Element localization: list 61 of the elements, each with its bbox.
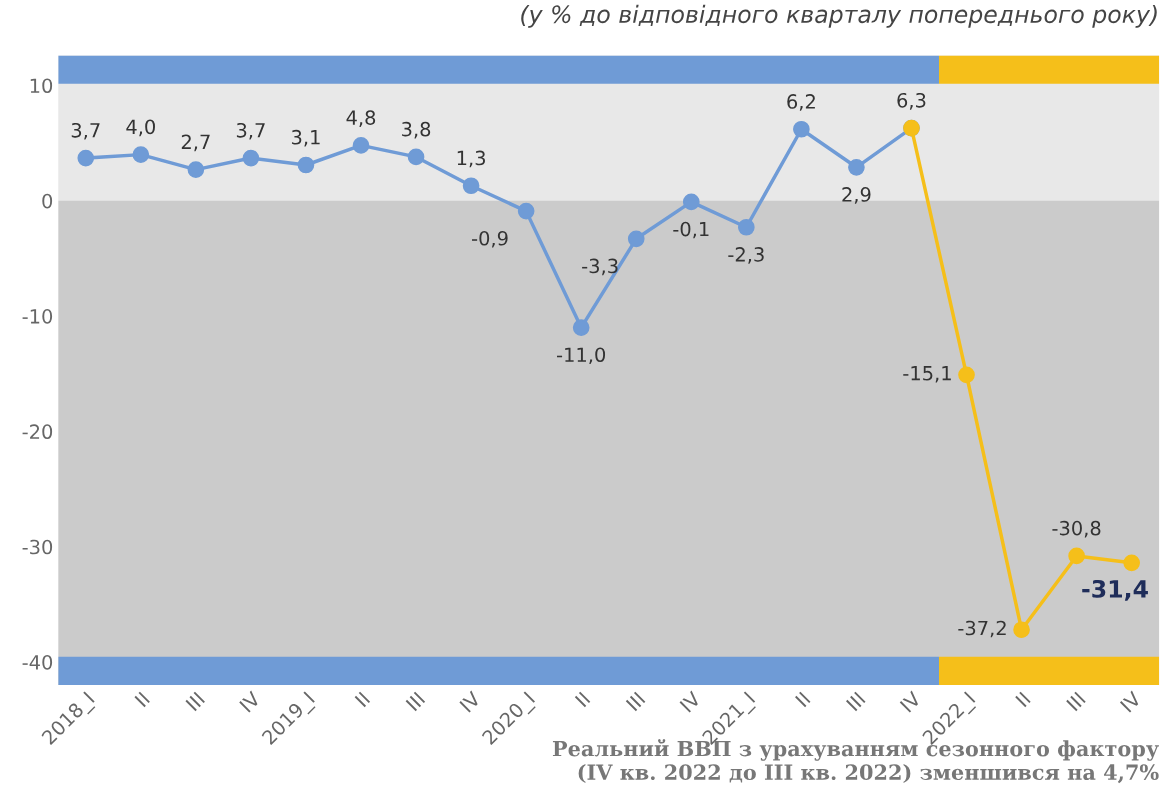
data-label: -0,1 [673, 221, 709, 239]
point [737, 218, 755, 236]
data-label: -30,8 [1052, 520, 1101, 538]
point [848, 158, 865, 176]
x-tick-label: III [405, 691, 426, 712]
data-label: 2,7 [181, 134, 210, 152]
y-tick-label: -20 [22, 424, 53, 440]
x-tick-label: IV [239, 690, 262, 713]
point [407, 148, 425, 166]
point [242, 149, 260, 167]
data-label: 6,2 [787, 94, 815, 111]
x-tick-label: III [1066, 691, 1086, 712]
data-label: 3,7 [236, 122, 265, 140]
data-label: 4,8 [346, 110, 376, 127]
x-tick-label: III [185, 691, 205, 712]
y-tick-label: -30 [22, 539, 53, 555]
point [958, 366, 975, 384]
y-tick-label: -40 [22, 654, 53, 670]
point [682, 193, 700, 211]
data-label: -0,9 [472, 230, 508, 248]
x-tick-label: IV [679, 690, 702, 713]
point [517, 202, 535, 220]
data-label: -3,3 [582, 258, 618, 276]
data-label: 1,3 [457, 150, 485, 168]
data-label: 3,1 [291, 129, 320, 147]
data-label: 3,7 [71, 122, 100, 140]
y-tick-label: 10 [30, 78, 53, 94]
x-tick-label: II [354, 691, 371, 708]
data-label: -11,0 [556, 347, 606, 365]
data-label: -37,2 [958, 620, 1006, 638]
data-label: -31,4 [1082, 579, 1148, 601]
point [462, 177, 480, 195]
point [132, 146, 150, 163]
point [627, 230, 645, 248]
point [572, 319, 590, 336]
data-label: 4,0 [126, 119, 155, 137]
point [352, 137, 370, 154]
data-label: -2,3 [728, 247, 764, 264]
point [1123, 554, 1140, 572]
point [77, 149, 95, 167]
data-label: -15,1 [903, 366, 951, 383]
y-tick-label: -10 [22, 309, 53, 324]
data-label: 3,8 [402, 121, 431, 139]
x-tick-label: IV [1119, 690, 1142, 713]
x-tick-label: IV [459, 690, 482, 713]
x-tick-label: III [625, 691, 646, 712]
point [297, 156, 315, 174]
point [1013, 621, 1030, 639]
x-tick-label: II [574, 691, 591, 708]
y-tick-label: 0 [42, 193, 53, 209]
point [187, 161, 205, 178]
x-tick-label: II [1015, 691, 1031, 708]
point [1068, 547, 1085, 565]
x-tick-label: IV [899, 690, 922, 713]
chart-title: (у % до відповідного кварталу попереднього року) [521, 4, 1157, 28]
x-tick-label: II [795, 691, 811, 708]
point [793, 120, 810, 138]
data-label: 6,3 [897, 92, 926, 110]
x-tick-label: II [134, 691, 150, 708]
data-label: 2,9 [842, 187, 871, 204]
x-tick-label: III [846, 691, 866, 712]
